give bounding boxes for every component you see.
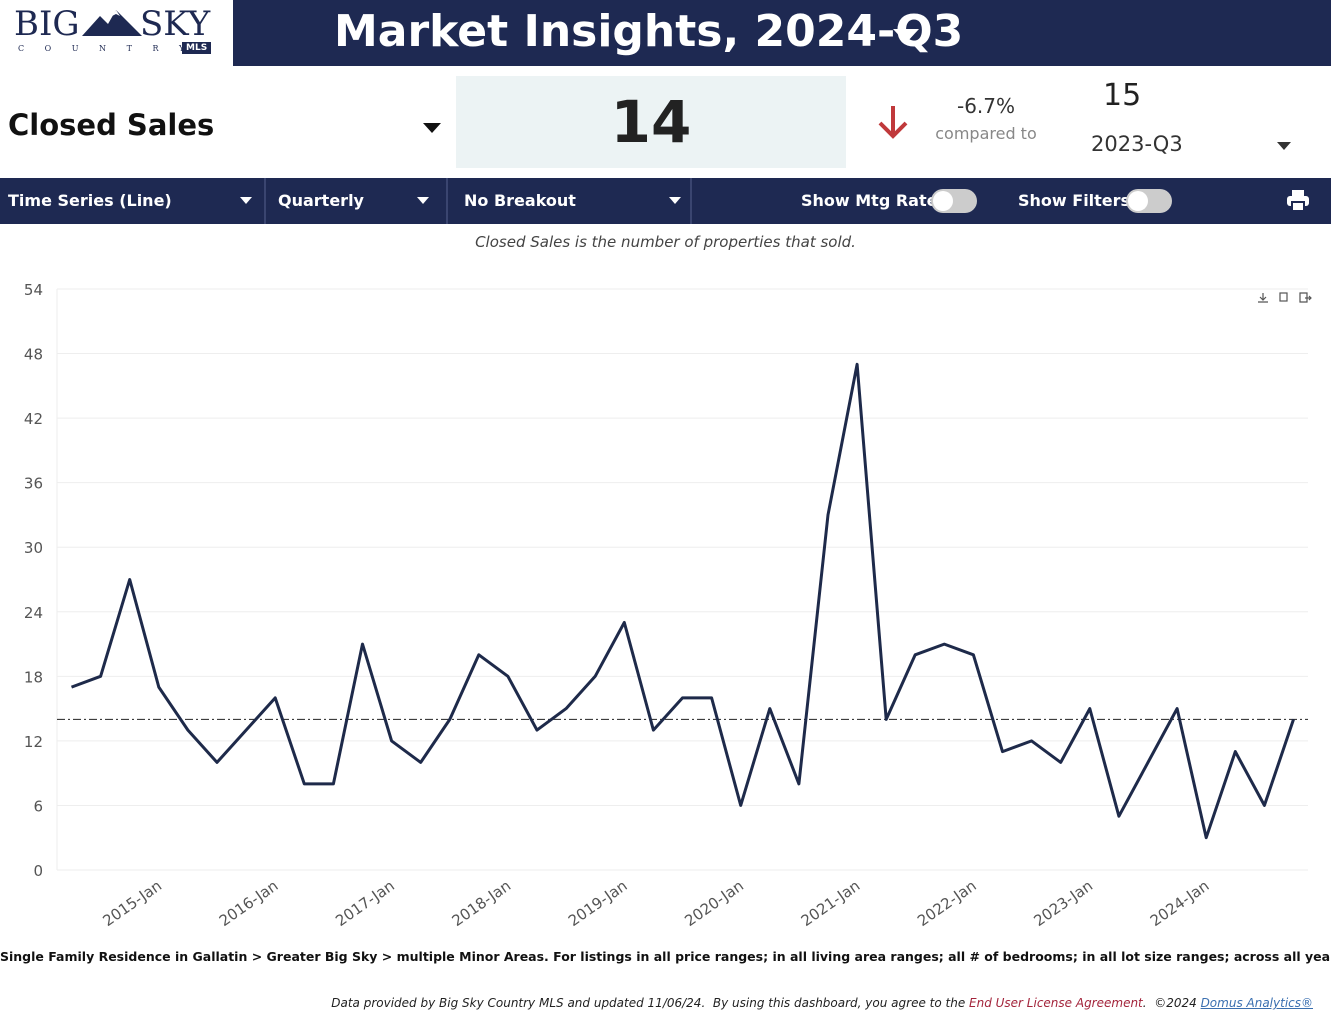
x-tick-label: 2021-Jan bbox=[798, 877, 864, 930]
filters-label: Show Filters: bbox=[1018, 191, 1137, 210]
y-tick-label: 36 bbox=[24, 475, 43, 493]
mtg-rate-label: Show Mtg Rate: bbox=[801, 191, 944, 210]
y-tick-label: 42 bbox=[24, 410, 43, 428]
x-tick-label: 2020-Jan bbox=[681, 877, 747, 930]
x-tick-label: 2018-Jan bbox=[449, 877, 515, 930]
x-tick-label: 2024-Jan bbox=[1147, 877, 1213, 930]
prior-value: 15 bbox=[1103, 78, 1142, 113]
description: Closed Sales is the number of properties… bbox=[475, 233, 856, 251]
kpi-value: 14 bbox=[456, 76, 846, 168]
logo-badge: MLS bbox=[182, 42, 212, 54]
download-icon[interactable] bbox=[1258, 293, 1268, 303]
prior-caret[interactable] bbox=[1277, 142, 1291, 150]
credits-text: . ©2024 bbox=[1142, 996, 1201, 1010]
title-caret[interactable] bbox=[893, 29, 919, 43]
divider bbox=[690, 178, 692, 224]
eula-link[interactable]: End User License Agreement bbox=[969, 996, 1143, 1010]
copy-icon[interactable] bbox=[1279, 292, 1288, 302]
x-tick-label: 2017-Jan bbox=[332, 877, 398, 930]
breakout-select[interactable]: No Breakout bbox=[464, 191, 576, 210]
filters-toggle[interactable] bbox=[1126, 189, 1172, 213]
y-tick-label: 18 bbox=[24, 668, 43, 686]
divider bbox=[264, 178, 266, 224]
breakout-caret[interactable] bbox=[669, 197, 681, 204]
x-tick-label: 2023-Jan bbox=[1030, 877, 1096, 930]
credits: Data provided by Big Sky Country MLS and… bbox=[331, 996, 1313, 1010]
x-tick-label: 2016-Jan bbox=[216, 877, 282, 930]
toolbar bbox=[0, 178, 1331, 224]
series-line bbox=[70, 362, 1295, 840]
modebar[interactable] bbox=[1258, 292, 1312, 303]
divider bbox=[446, 178, 448, 224]
y-tick-label: 48 bbox=[24, 346, 43, 364]
logo[interactable]: BIG SKY C O U N T R Y MLS bbox=[0, 0, 232, 66]
logo-country: C O U N T R Y bbox=[18, 44, 194, 53]
y-tick-label: 30 bbox=[24, 539, 43, 557]
interval-caret[interactable] bbox=[417, 197, 429, 204]
compared-label: compared to bbox=[935, 124, 1037, 143]
interval-select[interactable]: Quarterly bbox=[278, 191, 364, 210]
y-tick-label: 12 bbox=[24, 733, 43, 751]
chart-type-select[interactable]: Time Series (Line) bbox=[8, 191, 172, 210]
domus-link[interactable]: Domus Analytics® bbox=[1200, 996, 1313, 1010]
y-tick-label: 0 bbox=[33, 862, 43, 880]
credits-text: Data provided by Big Sky Country MLS and… bbox=[331, 996, 970, 1010]
metric-select[interactable]: Closed Sales bbox=[8, 108, 215, 142]
metric-caret[interactable] bbox=[423, 123, 441, 133]
x-tick-label: 2022-Jan bbox=[914, 877, 980, 930]
y-tick-label: 24 bbox=[24, 604, 43, 622]
header-bar: Market Insights, 2024-Q3 bbox=[233, 0, 1331, 66]
mtg-rate-toggle[interactable] bbox=[931, 189, 977, 213]
export-icon[interactable] bbox=[1299, 292, 1312, 303]
print-icon[interactable] bbox=[1286, 189, 1310, 213]
down-arrow bbox=[878, 106, 908, 139]
kpi-change: -6.7% bbox=[956, 94, 1016, 118]
logo-big: BIG bbox=[14, 4, 80, 44]
y-tick-label: 54 bbox=[24, 281, 43, 299]
x-tick-label: 2015-Jan bbox=[99, 877, 165, 930]
logo-mountain bbox=[82, 10, 142, 36]
header-title[interactable]: Market Insights, 2024-Q3 bbox=[334, 6, 964, 57]
chart-type-caret[interactable] bbox=[240, 197, 252, 204]
y-tick-label: 6 bbox=[33, 797, 43, 815]
footnote: Single Family Residence in Gallatin > Gr… bbox=[0, 949, 1331, 964]
x-tick-label: 2019-Jan bbox=[565, 877, 631, 930]
logo-sky: SKY bbox=[140, 4, 211, 44]
prior-period-select[interactable]: 2023-Q3 bbox=[1091, 132, 1183, 156]
